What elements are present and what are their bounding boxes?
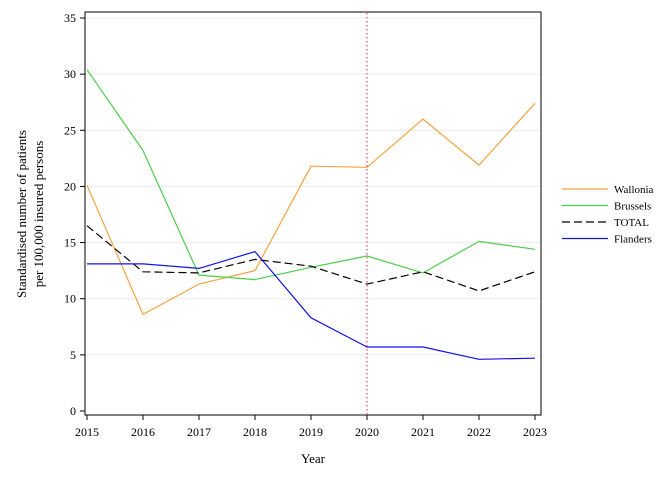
- y-tick-label: 35: [64, 11, 76, 25]
- x-tick-label: 2018: [243, 425, 267, 439]
- x-tick-label: 2015: [75, 425, 99, 439]
- x-tick-label: 2017: [187, 425, 211, 439]
- y-tick-label: 10: [64, 292, 76, 306]
- series-line-total: [86, 225, 536, 292]
- legend-label-total: TOTAL: [614, 217, 649, 229]
- legend-label-wallonia: Wallonia: [614, 184, 654, 196]
- y-tick-label: 30: [64, 67, 76, 81]
- series-line-wallonia: [86, 102, 536, 315]
- gridlines: [86, 17, 540, 356]
- y-axis-title-line-2: per 100,000 insured persons: [31, 141, 46, 288]
- legend-label-flanders: Flanders: [614, 234, 652, 246]
- legend: Wallonia Brussels TOTAL Flanders: [562, 184, 654, 246]
- x-tick-label: 2016: [131, 425, 155, 439]
- x-tick-label: 2020: [355, 425, 379, 439]
- x-axis-title: Year: [301, 451, 326, 466]
- legend-label-brussels: Brussels: [614, 201, 651, 213]
- y-axis: 0 5 10 15 20 25 30 35: [64, 11, 85, 418]
- y-tick-label: 25: [64, 123, 76, 137]
- x-axis: 2015 2016 2017 2018 2019 2020 2021 2022 2023: [75, 415, 547, 439]
- x-tick-label: 2019: [299, 425, 323, 439]
- y-axis-title-line-1: Standardised number of patients: [14, 130, 29, 298]
- y-axis-title: Standardised number of patients per 100,…: [14, 130, 46, 298]
- series-line-flanders: [87, 251, 536, 360]
- plot-area: [84, 11, 542, 416]
- x-tick-label: 2021: [411, 425, 435, 439]
- x-tick-label: 2023: [523, 425, 547, 439]
- y-tick-label: 5: [70, 348, 76, 362]
- series-line-brussels: [86, 69, 536, 281]
- y-tick-label: 0: [70, 404, 76, 418]
- y-tick-label: 20: [64, 179, 76, 193]
- y-tick-label: 15: [64, 236, 76, 250]
- x-tick-label: 2022: [467, 425, 491, 439]
- series-lines: [86, 69, 536, 360]
